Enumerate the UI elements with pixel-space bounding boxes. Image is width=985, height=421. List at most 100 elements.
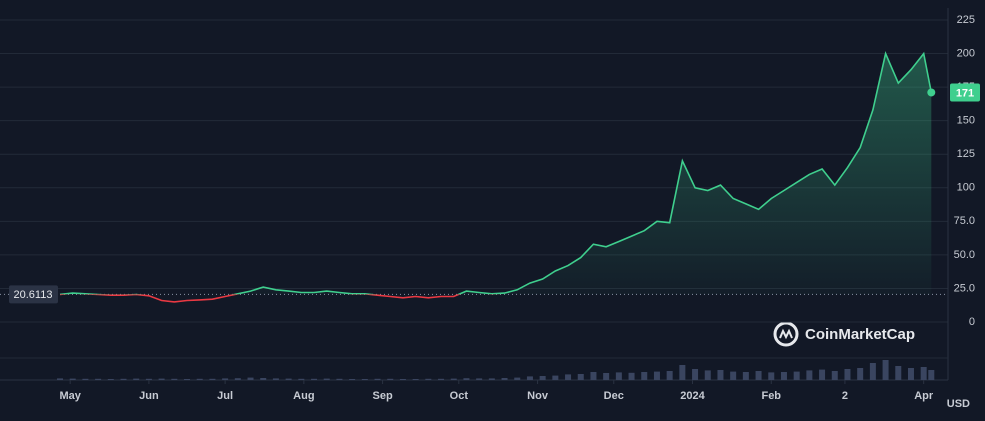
volume-bar [222, 378, 229, 380]
x-tick-label: Feb [761, 390, 781, 402]
volume-bar [666, 371, 673, 380]
baseline-tag [9, 285, 58, 304]
x-tick-label: Nov [527, 390, 549, 402]
volume-bar [730, 371, 737, 380]
watermark-text: CoinMarketCap [805, 326, 915, 343]
volume-bar [57, 378, 63, 380]
volume-bar [641, 372, 648, 380]
volume-bar [895, 366, 902, 380]
x-tick-label: 2024 [680, 390, 705, 402]
volume-bar [717, 370, 724, 380]
volume-bar [526, 376, 533, 380]
x-tick-label: May [59, 390, 81, 402]
y-tick-label: 225 [957, 14, 975, 26]
volume-bar [844, 369, 851, 380]
y-tick-label: 125 [957, 148, 975, 160]
volume-bar [311, 378, 318, 380]
volume-bar [742, 372, 749, 380]
x-tick-label: 2 [842, 390, 848, 402]
volume-bar [107, 379, 114, 380]
area [60, 53, 932, 295]
x-tick-label: Sep [373, 390, 393, 402]
volume-bar [184, 379, 191, 380]
volume-bar [272, 378, 279, 380]
volume-bar [768, 372, 775, 380]
volume-bar [349, 379, 356, 380]
volume-bar [590, 372, 597, 380]
volume-bar [831, 371, 838, 380]
volume-bar [501, 378, 508, 380]
volume-bar [793, 371, 800, 380]
x-tick-label: Jun [139, 390, 159, 402]
volume-bar [171, 378, 178, 380]
price-tag-label: 171 [956, 87, 974, 99]
y-tick-label: 100 [957, 182, 975, 194]
volume-bar [412, 379, 419, 380]
volume-bar [819, 369, 826, 380]
volume-bar [298, 378, 305, 380]
x-tick-label: Oct [450, 390, 469, 402]
volume-bar [679, 365, 686, 380]
volume-bar [539, 376, 546, 380]
volume-bar [387, 378, 394, 380]
price-line-up [59, 51, 933, 295]
currency-label: USD [947, 398, 970, 410]
volume-bar [336, 378, 343, 380]
volume-bar [928, 370, 935, 380]
y-tick-label: 150 [957, 115, 975, 127]
volume-bar [488, 378, 495, 380]
volume-bar [920, 367, 927, 380]
y-tick-label: 25.0 [954, 282, 975, 294]
volume-bar [552, 375, 559, 380]
volume-bar [514, 377, 521, 380]
volume-bar [577, 374, 584, 380]
volume-bar [869, 363, 876, 380]
volume-bar [615, 372, 622, 380]
x-tick-label: Jul [217, 390, 233, 402]
volume-bar [882, 360, 889, 380]
price-tag [950, 83, 980, 102]
volume-bar [628, 372, 635, 380]
volume-bar [285, 378, 292, 380]
volume-bar [209, 378, 216, 380]
y-tick-label: 75.0 [954, 215, 975, 227]
volume-bar [565, 374, 572, 380]
volume-bar [120, 378, 127, 380]
volume-bar [438, 378, 445, 380]
volume-bar [196, 378, 203, 380]
y-tick-label: 0 [969, 316, 975, 328]
volume-bar [692, 369, 699, 380]
volume-bar [361, 379, 368, 380]
volume-bar [69, 378, 76, 380]
volume-bar [755, 371, 762, 380]
volume-bar [806, 370, 813, 380]
volume-bar [463, 378, 470, 380]
volume-bar [158, 378, 165, 380]
y-tick-label: 50.0 [954, 249, 975, 261]
volume-bar [476, 378, 483, 380]
volume-bar [260, 378, 267, 380]
volume-bar [425, 378, 432, 380]
y-tick-label: 200 [957, 47, 975, 59]
volume-bar [234, 378, 241, 380]
volume-bar [450, 378, 457, 380]
volume-bar [704, 370, 711, 380]
price-line-down [59, 294, 497, 303]
volume-bar [907, 368, 914, 380]
volume-bar [145, 378, 152, 380]
volume-bar [323, 378, 330, 380]
volume-bar [82, 378, 89, 380]
volume-bar [95, 378, 102, 380]
volume-bar [857, 368, 864, 380]
baseline-tag-label: 20.6113 [14, 289, 53, 301]
x-tick-label: Aug [293, 390, 314, 402]
volume-bar [133, 378, 140, 380]
volume-bar [247, 377, 254, 380]
volume-bar [399, 379, 406, 380]
volume-bar [603, 373, 610, 380]
volume-bar [653, 371, 660, 380]
x-tick-label: Apr [914, 390, 934, 402]
watermark: CoinMarketCap [773, 321, 915, 347]
